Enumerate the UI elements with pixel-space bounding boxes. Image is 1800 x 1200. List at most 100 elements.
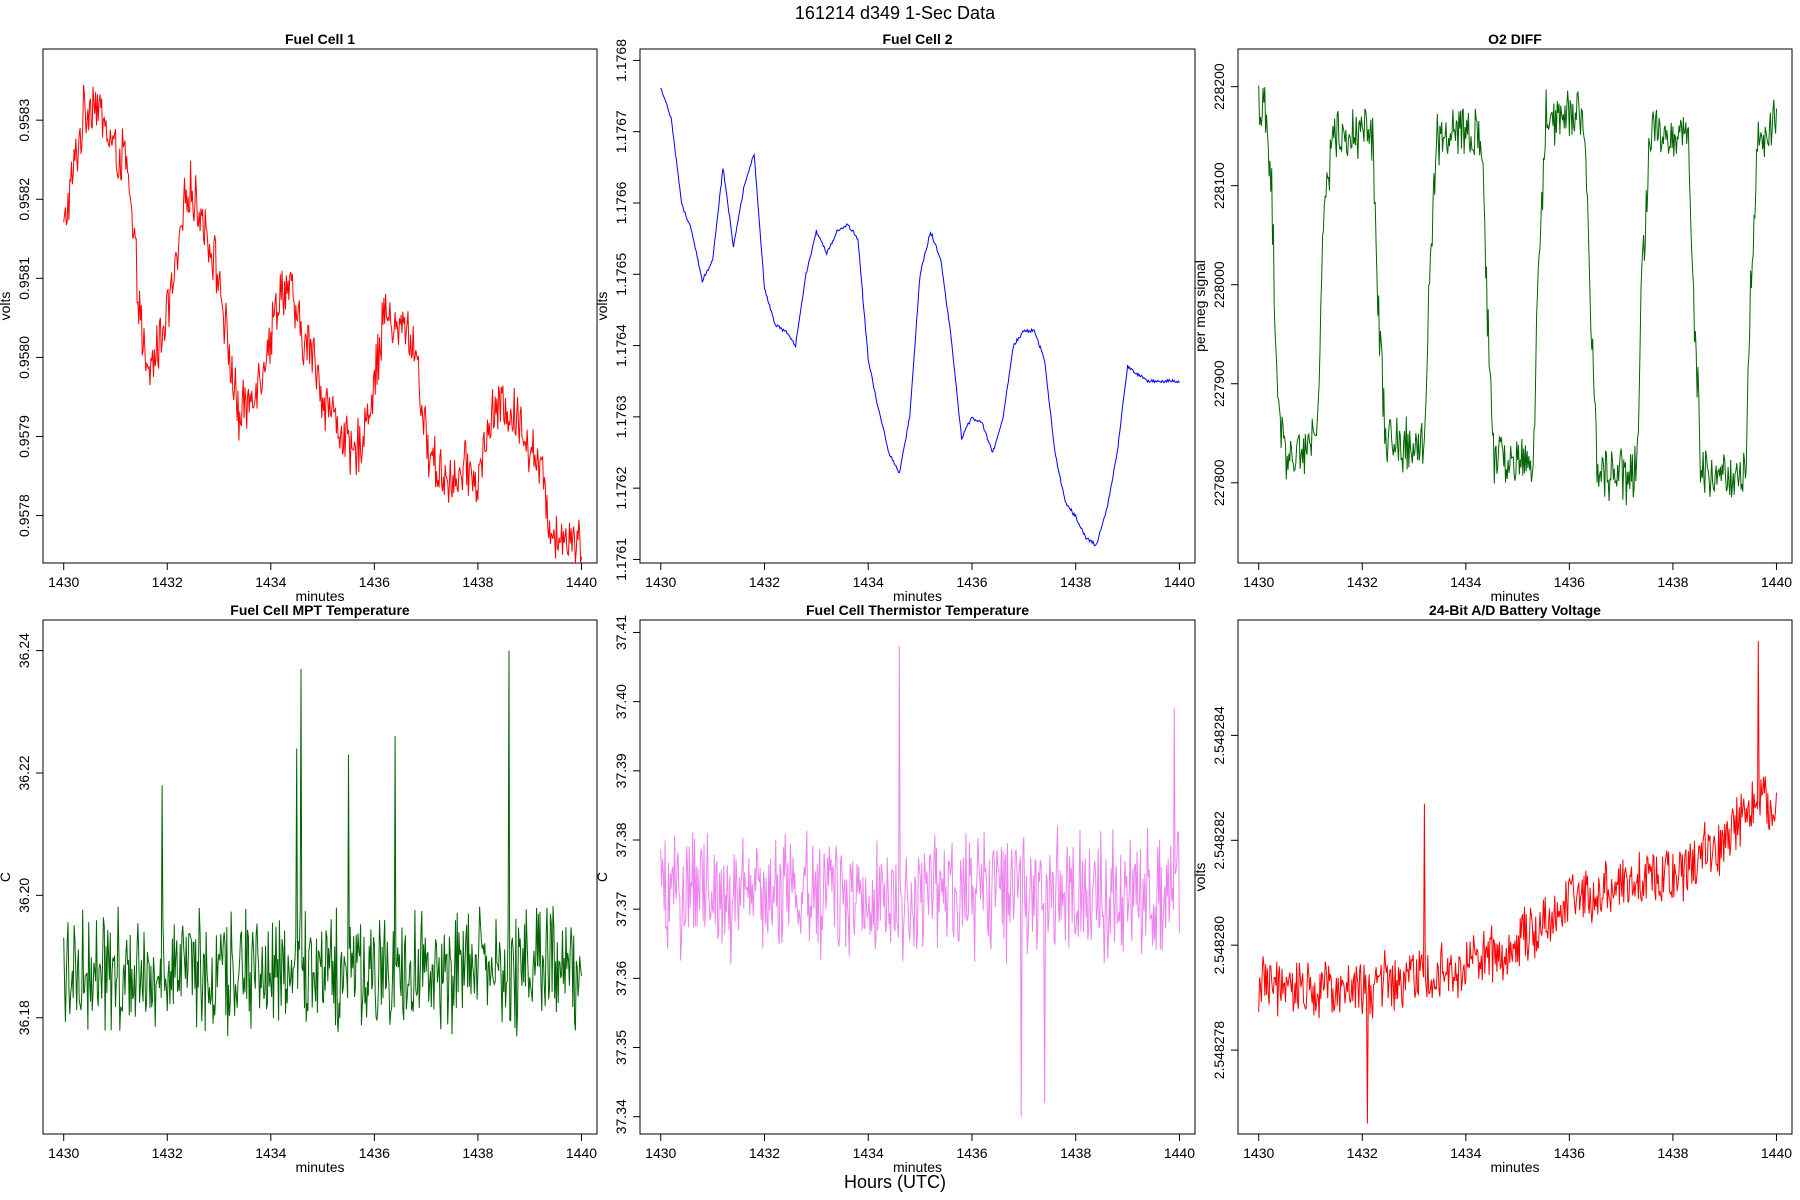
y-axis-label: per meg signal [1192, 260, 1208, 352]
x-tick-label: 1438 [1060, 574, 1091, 590]
x-tick-label: 1432 [1347, 574, 1378, 590]
x-tick-label: 1434 [255, 1145, 286, 1161]
panel-title: O2 DIFF [1488, 31, 1542, 47]
x-tick-label: 1430 [1243, 574, 1274, 590]
x-tick-label: 1430 [645, 574, 676, 590]
y-tick-label: 37.38 [613, 822, 629, 857]
x-tick-label: 1432 [152, 1145, 183, 1161]
x-tick-label: 1436 [956, 574, 987, 590]
y-tick-label: 2.548278 [1211, 1021, 1227, 1080]
y-axis-label: C [594, 872, 610, 882]
panel-4: Fuel Cell MPT Temperature 1430 1432 1434 143… [0, 602, 598, 1175]
y-axis-label: volts [1192, 863, 1208, 892]
panels: Fuel Cell 1 1430 1432 1434 1436 1438 1440 0.957… [0, 31, 1793, 1175]
x-tick-label: 1434 [255, 574, 286, 590]
y-tick-label: 0.9581 [16, 257, 32, 300]
y-tick-label: 36.24 [16, 633, 32, 668]
plot-frame [639, 619, 1196, 1135]
y-axis-label: volts [0, 292, 13, 321]
y-tick-label: 37.34 [613, 1099, 629, 1134]
panel-3: O2 DIFF 1430 1432 1434 1436 1438 1440 227800 227… [1192, 31, 1793, 604]
x-tick-label: 1436 [359, 574, 390, 590]
x-axis-label: minutes [295, 588, 344, 604]
y-axis-label: C [0, 872, 13, 882]
x-tick-label: 1438 [462, 1145, 493, 1161]
y-tick-label: 0.9580 [16, 336, 32, 379]
figure-suptitle: 161214 d349 1-Sec Data [795, 3, 996, 23]
series-line [660, 87, 1180, 547]
y-axis-label: volts [594, 292, 610, 321]
y-tick-label: 0.9578 [16, 494, 32, 537]
x-tick-label: 1438 [462, 574, 493, 590]
y-tick-label: 2.548282 [1211, 811, 1227, 870]
x-tick-label: 1434 [1450, 1145, 1481, 1161]
panel-6: 24-Bit A/D Battery Voltage 1430 1432 1434 14… [1192, 602, 1793, 1175]
y-tick-label: 0.9582 [16, 178, 32, 221]
x-axis-label: minutes [1490, 588, 1539, 604]
x-axis-label: minutes [893, 588, 942, 604]
series-line [660, 646, 1180, 1117]
x-tick-label: 1438 [1657, 1145, 1688, 1161]
y-tick-label: 1.1762 [613, 467, 629, 510]
y-tick-label: 37.37 [613, 891, 629, 926]
y-tick-label: 1.1766 [613, 181, 629, 224]
x-tick-label: 1440 [1164, 1145, 1195, 1161]
x-tick-label: 1430 [1243, 1145, 1274, 1161]
panel-1: Fuel Cell 1 1430 1432 1434 1436 1438 1440 0.957… [0, 31, 598, 604]
x-tick-label: 1432 [152, 574, 183, 590]
y-tick-label: 37.41 [613, 615, 629, 650]
plot-frame [42, 619, 598, 1135]
series-line [1258, 85, 1777, 506]
plot-frame [1237, 619, 1793, 1135]
y-tick-label: 2.548284 [1211, 706, 1227, 765]
y-tick-label: 1.1765 [613, 253, 629, 296]
plot-frame [1237, 48, 1793, 564]
x-tick-label: 1438 [1060, 1145, 1091, 1161]
y-tick-label: 1.1764 [613, 324, 629, 367]
x-tick-label: 1430 [645, 1145, 676, 1161]
x-tick-label: 1432 [1347, 1145, 1378, 1161]
x-axis-label: minutes [1490, 1159, 1539, 1175]
x-tick-label: 1436 [956, 1145, 987, 1161]
y-tick-label: 1.1767 [613, 110, 629, 153]
x-tick-label: 1434 [853, 574, 884, 590]
y-tick-label: 227900 [1211, 360, 1227, 407]
x-tick-label: 1440 [566, 574, 597, 590]
y-tick-label: 37.36 [613, 961, 629, 996]
y-tick-label: 0.9579 [16, 415, 32, 458]
panel-title: Fuel Cell 1 [285, 31, 355, 47]
series-line [1258, 640, 1777, 1124]
series-line [63, 650, 582, 1037]
x-tick-label: 1436 [1554, 1145, 1585, 1161]
panel-title: 24-Bit A/D Battery Voltage [1429, 602, 1601, 618]
y-tick-label: 0.9583 [16, 99, 32, 142]
figure-x-label: Hours (UTC) [844, 1172, 946, 1192]
y-tick-label: 37.39 [613, 753, 629, 788]
y-tick-label: 37.40 [613, 684, 629, 719]
x-tick-label: 1434 [1450, 574, 1481, 590]
y-tick-label: 228200 [1211, 63, 1227, 110]
x-tick-label: 1432 [749, 574, 780, 590]
panel-title: Fuel Cell Thermistor Temperature [806, 602, 1029, 618]
y-tick-label: 228000 [1211, 261, 1227, 308]
x-tick-label: 1440 [1761, 574, 1792, 590]
plot-frame [639, 48, 1196, 564]
x-tick-label: 1430 [48, 574, 79, 590]
x-tick-label: 1440 [1164, 574, 1195, 590]
x-axis-label: minutes [893, 1159, 942, 1175]
series-line [63, 85, 582, 564]
panel-title: Fuel Cell MPT Temperature [230, 602, 410, 618]
panel-2: Fuel Cell 2 1430 1432 1434 1436 1438 1440 1.176… [594, 31, 1196, 604]
x-tick-label: 1440 [566, 1145, 597, 1161]
y-tick-label: 1.1763 [613, 395, 629, 438]
plot-frame [42, 48, 598, 564]
y-tick-label: 2.548280 [1211, 916, 1227, 975]
panel-title: Fuel Cell 2 [882, 31, 952, 47]
x-tick-label: 1438 [1657, 574, 1688, 590]
x-tick-label: 1432 [749, 1145, 780, 1161]
y-tick-label: 37.35 [613, 1030, 629, 1065]
x-tick-label: 1436 [359, 1145, 390, 1161]
x-axis-label: minutes [295, 1159, 344, 1175]
x-tick-label: 1434 [853, 1145, 884, 1161]
